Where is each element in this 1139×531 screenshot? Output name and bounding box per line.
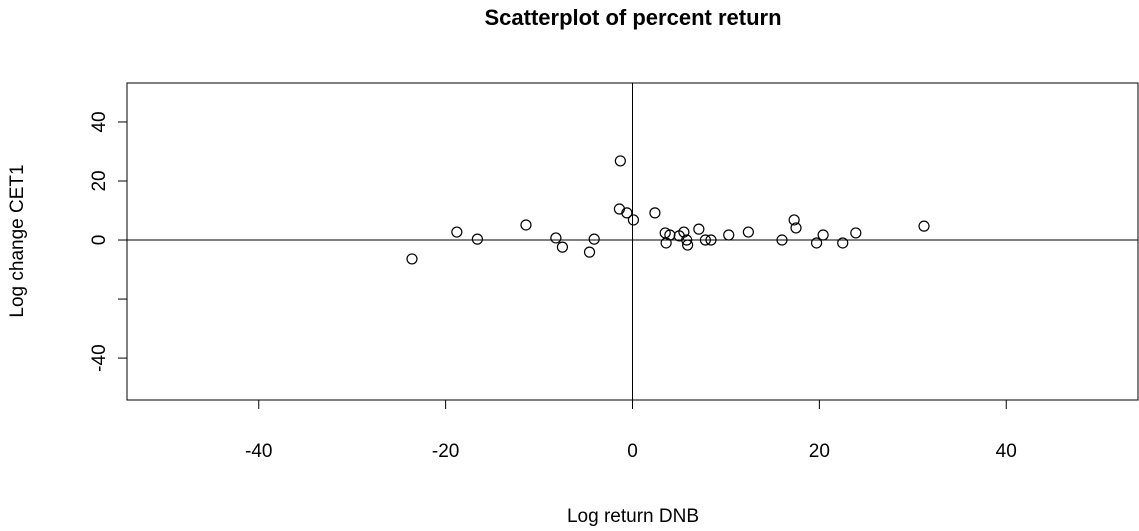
x-tick-label: 0	[627, 441, 638, 462]
point	[451, 226, 463, 238]
point	[406, 253, 418, 265]
point	[550, 232, 562, 244]
x-tick-label: -40	[245, 441, 272, 462]
point	[583, 246, 596, 258]
point	[588, 233, 600, 245]
point	[627, 214, 640, 226]
point	[678, 226, 690, 238]
point	[614, 155, 626, 167]
point	[705, 234, 717, 246]
point	[817, 229, 829, 241]
point	[471, 233, 483, 245]
y-axis-label: Log change CET1	[7, 164, 28, 317]
y-tick-label: 0	[89, 235, 110, 246]
x-tick-label: -20	[432, 441, 459, 462]
point	[788, 214, 800, 226]
point	[682, 239, 694, 251]
x-axis-label: Log return DNB	[567, 506, 699, 527]
point	[742, 226, 754, 238]
point	[723, 229, 735, 241]
point	[790, 222, 802, 234]
y-tick-label: 20	[89, 170, 110, 191]
y-tick-label: 40	[89, 111, 110, 132]
y-tick-label: -40	[89, 344, 110, 371]
point	[621, 207, 633, 219]
point	[837, 237, 849, 249]
point	[810, 237, 823, 249]
point	[918, 220, 930, 232]
point	[699, 234, 711, 246]
point	[693, 223, 705, 235]
point	[681, 234, 693, 246]
x-tick-label: 20	[809, 441, 830, 462]
chart-title: Scatterplot of percent return	[484, 5, 781, 30]
x-tick-label: 40	[996, 441, 1017, 462]
point	[556, 241, 569, 253]
point	[520, 219, 532, 231]
point	[649, 207, 661, 219]
point	[850, 227, 862, 239]
point	[776, 234, 788, 246]
